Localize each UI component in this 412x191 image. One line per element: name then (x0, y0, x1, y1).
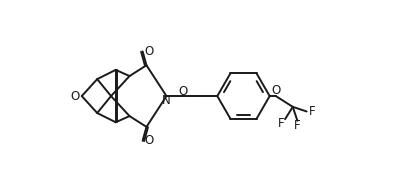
Text: O: O (144, 134, 153, 147)
Text: O: O (144, 45, 153, 58)
Text: O: O (70, 90, 80, 103)
Text: F: F (278, 117, 285, 129)
Text: F: F (294, 119, 301, 132)
Text: O: O (179, 85, 188, 98)
Text: N: N (162, 94, 171, 107)
Text: O: O (271, 84, 281, 97)
Text: F: F (309, 105, 315, 118)
